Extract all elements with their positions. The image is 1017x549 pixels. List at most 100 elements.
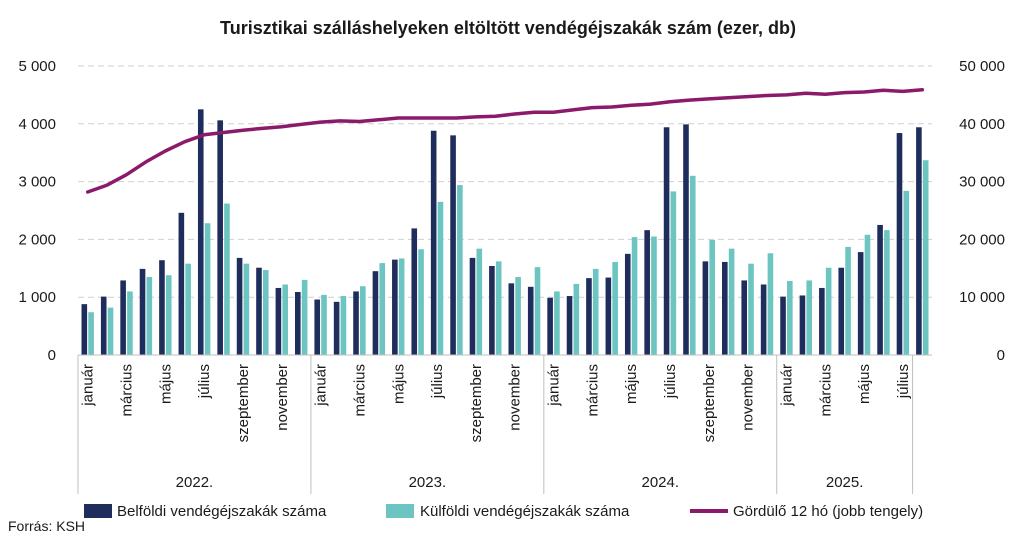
bar-kulfoldi (185, 263, 191, 355)
x-axis-labels: január március május július szeptember novemb… (80, 364, 912, 491)
bar-belfoldi (489, 265, 495, 355)
bar-belfoldi (197, 109, 204, 355)
bar-belfoldi (547, 297, 553, 355)
legend-label-kulfoldi: Külföldi vendégéjszakák száma (420, 503, 630, 520)
month-label: november (507, 364, 524, 431)
bar-belfoldi (838, 267, 845, 355)
source-note: Forrás: KSH (8, 518, 85, 534)
bar-kulfoldi (204, 223, 211, 355)
bar-kulfoldi (340, 296, 347, 355)
bar-belfoldi (624, 253, 631, 355)
y-right-tick-label: 10 000 (959, 289, 1005, 306)
month-label: március (584, 364, 601, 417)
y-right-tick-label: 40 000 (959, 116, 1005, 133)
month-label: július (662, 364, 679, 399)
year-label: 2025. (826, 474, 864, 491)
bar-belfoldi (392, 259, 398, 355)
bar-belfoldi (256, 267, 262, 355)
bar-kulfoldi (360, 286, 366, 355)
month-label: július (895, 364, 912, 399)
legend-label-gordulo: Gördülő 12 hó (jobb tengely) (733, 503, 923, 520)
bar-belfoldi (295, 291, 301, 355)
bar-belfoldi (217, 120, 223, 355)
bar-belfoldi (896, 133, 903, 355)
bar-kulfoldi (301, 279, 308, 355)
month-label: január (80, 364, 97, 407)
bar-belfoldi (780, 296, 786, 355)
bar-belfoldi (372, 271, 379, 355)
bar-belfoldi (760, 284, 767, 355)
month-label: szeptember (701, 364, 718, 442)
bar-kulfoldi (689, 175, 696, 355)
bar-belfoldi (644, 230, 650, 355)
bar-belfoldi (81, 304, 88, 355)
legend: Belföldi vendégéjszakák száma Külföldi ve… (84, 503, 923, 520)
bar-kulfoldi (476, 248, 483, 355)
bar-belfoldi (236, 257, 243, 355)
bar-kulfoldi (495, 261, 502, 355)
bar-kulfoldi (825, 267, 832, 355)
bar-kulfoldi (534, 267, 541, 355)
bar-belfoldi (159, 260, 165, 355)
bar-kulfoldi (728, 248, 735, 355)
bar-kulfoldi (262, 270, 269, 355)
y-left-tick-label: 5 000 (18, 58, 56, 75)
bar-belfoldi (275, 287, 282, 355)
bar-belfoldi (178, 212, 185, 355)
bar-belfoldi (566, 296, 573, 355)
bar-belfoldi (411, 228, 418, 355)
month-label: november (740, 364, 757, 431)
bar-belfoldi (586, 278, 592, 355)
bar-belfoldi (450, 135, 456, 355)
bar-kulfoldi (243, 263, 250, 355)
y-right-tick-label: 50 000 (959, 58, 1005, 75)
month-label: május (623, 364, 640, 404)
chart-title: Turisztikai szálláshelyeken eltöltött ve… (220, 18, 796, 38)
bar-belfoldi (857, 252, 864, 355)
bar-kulfoldi (612, 261, 618, 355)
bar-kulfoldi (651, 236, 657, 355)
bar-belfoldi (508, 283, 515, 355)
bar-kulfoldi (573, 283, 580, 355)
legend-label-belfoldi: Belföldi vendégéjszakák száma (117, 503, 327, 520)
month-label: május (390, 364, 407, 404)
month-label: július (196, 364, 213, 399)
bar-belfoldi (139, 268, 146, 355)
year-label: 2023. (409, 474, 447, 491)
y-right-tick-label: 30 000 (959, 174, 1005, 191)
month-label: március (351, 364, 368, 417)
bar-kulfoldi (457, 185, 463, 355)
y-left-tick-label: 0 (48, 347, 56, 364)
bar-kulfoldi (88, 312, 94, 355)
bar-belfoldi (353, 291, 359, 355)
bar-kulfoldi (903, 190, 910, 355)
axes: 0 0 1 000 10 000 2 000 20 000 3 000 30 000 4 000… (18, 58, 1005, 494)
bar-kulfoldi (515, 276, 521, 355)
bar-kulfoldi (709, 239, 715, 355)
month-label: szeptember (235, 364, 252, 442)
bar-kulfoldi (398, 258, 405, 355)
bar-kulfoldi (806, 280, 813, 355)
line-gordulo (85, 87, 925, 194)
bar-belfoldi (314, 299, 321, 355)
bar-kulfoldi (282, 284, 288, 355)
bar-kulfoldi (321, 294, 327, 355)
bar-kulfoldi (165, 275, 172, 355)
year-label: 2022. (176, 474, 214, 491)
year-label: 2024. (641, 474, 679, 491)
bar-belfoldi (916, 127, 922, 355)
bar-belfoldi (819, 287, 825, 355)
month-label: november (274, 364, 291, 431)
line-series (85, 87, 925, 194)
bar-belfoldi (605, 277, 612, 355)
bar-kulfoldi (670, 191, 677, 355)
bar-belfoldi (702, 261, 709, 355)
bar-belfoldi (120, 280, 126, 355)
bar-kulfoldi (379, 263, 386, 355)
month-label: március (119, 364, 136, 417)
month-label: május (856, 364, 873, 404)
month-label: január (778, 364, 795, 407)
y-left-tick-label: 1 000 (18, 289, 56, 306)
bar-belfoldi (663, 127, 670, 355)
